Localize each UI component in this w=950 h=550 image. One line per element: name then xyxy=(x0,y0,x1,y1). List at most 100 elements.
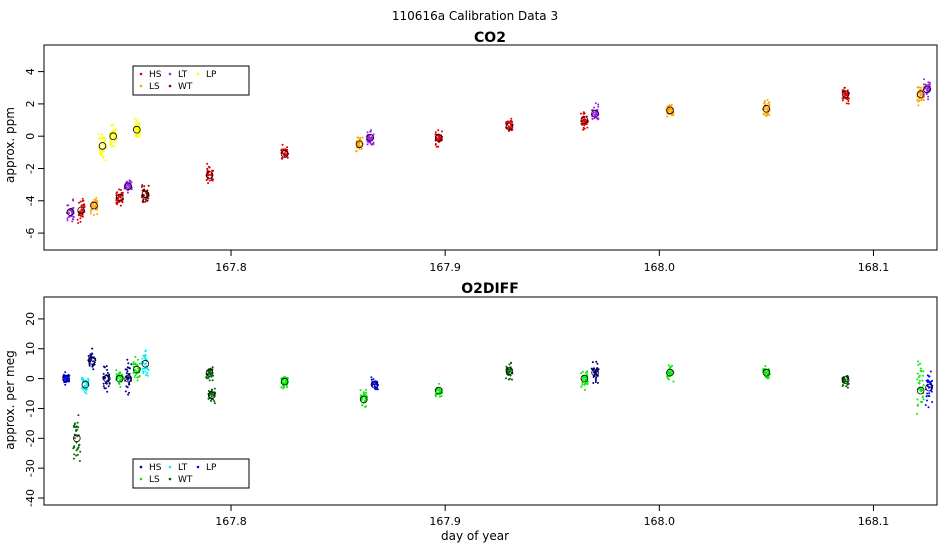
co2-legend-label-lp: LP xyxy=(206,70,217,80)
o2diff-point-8-17 xyxy=(141,367,144,370)
o2diff-x-tick-label: 167.8 xyxy=(215,515,247,528)
co2-point-15-36 xyxy=(582,119,584,122)
co2-point-2-39 xyxy=(93,198,96,201)
co2-point-4-33 xyxy=(111,130,114,132)
o2diff-mean-marker-13 xyxy=(370,380,379,389)
co2-x-tick-label: 168.1 xyxy=(858,261,890,274)
co2-point-4-35 xyxy=(109,144,112,147)
o2diff-point-13-20 xyxy=(376,388,379,391)
o2diff-point-8-23 xyxy=(143,367,146,370)
o2diff-point-19-26 xyxy=(767,372,770,375)
co2-point-2-32 xyxy=(92,205,95,208)
o2diff-point-4-26 xyxy=(103,366,106,369)
o2diff-point-11-3 xyxy=(286,386,288,389)
co2-point-0-12 xyxy=(72,218,75,221)
o2diff-point-6-29 xyxy=(127,393,130,396)
co2-point-16-29 xyxy=(596,118,599,121)
co2-point-0-36 xyxy=(72,198,75,201)
o2diff-point-17-6 xyxy=(594,379,597,382)
co2-point-1-29 xyxy=(79,200,82,203)
o2diff-mean-marker-10 xyxy=(208,391,216,399)
o2diff-point-17-17 xyxy=(592,367,595,370)
co2-point-1-33 xyxy=(83,203,85,206)
co2-point-0-23 xyxy=(69,209,72,212)
o2diff-point-5-33 xyxy=(119,385,122,388)
o2diff-point-20-18 xyxy=(846,380,849,383)
o2diff-point-12-2 xyxy=(359,389,362,392)
o2diff-point-7-32 xyxy=(134,362,137,365)
o2diff-point-21-27 xyxy=(917,376,920,379)
co2-mean-marker-0 xyxy=(66,208,75,216)
o2diff-mean-marker-16 xyxy=(580,374,589,383)
co2-point-4-23 xyxy=(110,124,113,127)
co2-point-1-36 xyxy=(79,214,82,217)
co2-mean-marker-8 xyxy=(141,190,150,199)
co2-y-tick-label: 0 xyxy=(24,133,37,140)
co2-point-13-31 xyxy=(437,145,440,148)
o2diff-point-9-23 xyxy=(212,374,215,377)
co2-y-tick-label: -6 xyxy=(24,228,37,239)
o2diff-mean-marker-12 xyxy=(359,395,368,404)
o2diff-point-12-33 xyxy=(364,388,367,391)
o2diff-point-15-6 xyxy=(508,363,511,366)
o2diff-legend-marker-lt xyxy=(168,465,172,469)
co2-legend-box xyxy=(132,65,250,96)
o2diff-y-tick-label: -40 xyxy=(24,489,37,507)
o2diff-point-21-26 xyxy=(916,372,919,375)
o2diff-mean-marker-11 xyxy=(280,377,289,386)
o2diff-point-17-29 xyxy=(594,371,597,373)
co2-point-11-7 xyxy=(360,148,363,151)
co2-point-14-5 xyxy=(507,125,510,128)
o2diff-point-18-30 xyxy=(669,370,672,373)
o2diff-point-7-12 xyxy=(136,367,139,370)
co2-legend-marker-lt xyxy=(168,72,172,76)
co2-point-11-21 xyxy=(361,136,364,139)
o2diff-mean-marker-2 xyxy=(81,380,90,389)
co2-y-tick-label: -2 xyxy=(24,163,37,174)
co2-point-5-29 xyxy=(115,192,118,195)
o2diff-mean-marker-14 xyxy=(434,386,443,395)
o2diff-point-3-23 xyxy=(88,364,91,367)
co2-point-20-0 xyxy=(920,99,923,102)
co2-point-11-38 xyxy=(357,143,360,146)
co2-point-19-35 xyxy=(842,97,845,100)
o2diff-point-21-18 xyxy=(917,360,920,363)
co2-point-19-4 xyxy=(841,99,844,102)
o2diff-point-11-19 xyxy=(283,382,286,385)
co2-point-6-18 xyxy=(128,185,131,188)
co2-point-3-31 xyxy=(101,142,104,145)
o2diff-point-12-14 xyxy=(359,394,362,397)
co2-legend-marker-ls xyxy=(139,84,143,88)
co2-point-19-28 xyxy=(844,92,847,95)
o2diff-legend-label-wt: WT xyxy=(178,475,193,485)
co2-point-1-31 xyxy=(81,200,84,202)
co2-mean-marker-1 xyxy=(77,206,85,215)
o2diff-point-21-10 xyxy=(922,374,924,377)
o2diff-y-tick-label: -30 xyxy=(24,459,37,477)
co2-point-21-37 xyxy=(924,83,927,86)
co2-point-15-38 xyxy=(580,112,582,115)
co2-point-15-27 xyxy=(582,128,585,131)
co2-point-16-30 xyxy=(591,118,594,120)
co2-point-10-38 xyxy=(286,156,289,159)
o2diff-x-tick-label: 168.1 xyxy=(858,515,890,528)
o2diff-point-13-28 xyxy=(373,383,376,386)
o2diff-point-20-8 xyxy=(846,386,849,389)
o2diff-point-6-21 xyxy=(126,378,129,381)
o2diff-point-17-30 xyxy=(592,376,595,378)
o2diff-mean-marker-7 xyxy=(133,365,141,374)
o2diff-point-8-26 xyxy=(144,354,147,356)
o2diff-point-5-19 xyxy=(121,373,123,376)
co2-mean-marker-16 xyxy=(591,109,599,118)
o2diff-point-1-30 xyxy=(78,443,81,446)
o2diff-point-1-23 xyxy=(76,428,79,431)
co2-legend-label-wt: WT xyxy=(178,82,193,92)
co2-point-15-25 xyxy=(583,112,585,115)
o2diff-point-15-1 xyxy=(511,378,513,381)
co2-point-0-38 xyxy=(72,215,75,218)
co2-y-tick-label: 4 xyxy=(24,68,37,75)
o2diff-mean-marker-9 xyxy=(205,368,214,377)
o2diff-point-10-24 xyxy=(207,397,210,400)
co2-point-21-7 xyxy=(923,78,925,81)
co2-point-7-39 xyxy=(133,117,136,120)
